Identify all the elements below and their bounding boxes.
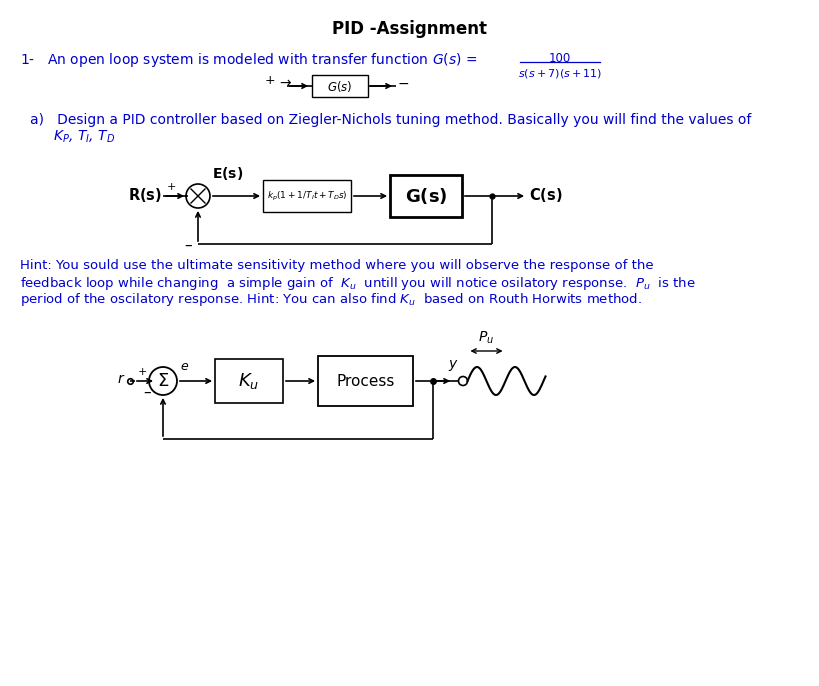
- Text: –: –: [184, 238, 192, 253]
- Text: $\mathbf{E(s)}$: $\mathbf{E(s)}$: [212, 165, 243, 182]
- Text: $\mathbf{C(s)}$: $\mathbf{C(s)}$: [529, 186, 563, 204]
- Text: $P_u$: $P_u$: [478, 329, 495, 346]
- Text: $r$: $r$: [116, 372, 125, 386]
- Bar: [215, 359, 283, 403]
- Bar: [263, 180, 351, 212]
- Text: $s(s+7)(s+11)$: $s(s+7)(s+11)$: [518, 67, 602, 80]
- Text: $e$: $e$: [180, 360, 189, 373]
- Text: Hint: You sould use the ultimate sensitivity method where you will observe the r: Hint: You sould use the ultimate sensiti…: [20, 259, 654, 272]
- Bar: [312, 75, 368, 97]
- Circle shape: [459, 377, 468, 386]
- Text: $\rightarrow$: $\rightarrow$: [277, 75, 292, 89]
- Text: $K_P$, $T_I$, $T_D$: $K_P$, $T_I$, $T_D$: [53, 129, 115, 145]
- Circle shape: [149, 367, 177, 395]
- Text: period of the oscilatory response. Hint: You can also find $K_u$  based on Routh: period of the oscilatory response. Hint:…: [20, 291, 642, 308]
- Text: $y$: $y$: [448, 358, 459, 373]
- Text: 1-   An open loop system is modeled with transfer function $G(s)$ =: 1- An open loop system is modeled with t…: [20, 51, 477, 69]
- Text: $\Sigma$: $\Sigma$: [157, 372, 170, 390]
- Text: $-$: $-$: [397, 76, 410, 90]
- Text: $\mathbf{G(s)}$: $\mathbf{G(s)}$: [405, 186, 447, 206]
- Text: a)   Design a PID controller based on Ziegler-Nichols tuning method. Basically y: a) Design a PID controller based on Zieg…: [30, 113, 751, 127]
- Text: Process: Process: [337, 373, 395, 388]
- Text: +: +: [265, 75, 275, 88]
- Bar: [390, 175, 462, 217]
- Text: feedback loop while changing  a simple gain of  $K_u$  untill you will notice os: feedback loop while changing a simple ga…: [20, 275, 695, 292]
- Text: 100: 100: [549, 52, 571, 65]
- Text: +: +: [138, 367, 147, 377]
- Text: PID -Assignment: PID -Assignment: [332, 20, 486, 38]
- Text: $K_u$: $K_u$: [238, 371, 260, 391]
- Text: +: +: [167, 182, 176, 192]
- Text: $k_p(1+1/T_I t+T_D s)$: $k_p(1+1/T_I t+T_D s)$: [267, 189, 347, 202]
- Bar: [318, 356, 413, 406]
- Text: –: –: [143, 385, 151, 400]
- Text: $\mathbf{R(s)}$: $\mathbf{R(s)}$: [128, 186, 162, 204]
- Text: $G(s)$: $G(s)$: [328, 78, 353, 93]
- Circle shape: [186, 184, 210, 208]
